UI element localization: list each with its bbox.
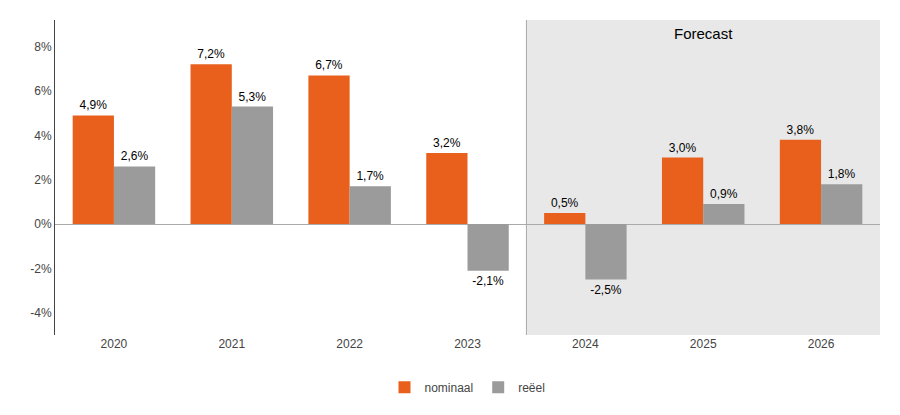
svg-text:1,7%: 1,7% (356, 169, 384, 183)
svg-text:6%: 6% (34, 84, 52, 98)
svg-text:0%: 0% (34, 217, 52, 231)
svg-text:5,3%: 5,3% (239, 90, 267, 104)
svg-text:2026: 2026 (808, 337, 835, 351)
svg-text:4,9%: 4,9% (79, 98, 107, 112)
svg-text:-2%: -2% (30, 262, 52, 276)
svg-text:2024: 2024 (572, 337, 599, 351)
svg-text:2,6%: 2,6% (121, 149, 149, 163)
svg-text:2023: 2023 (454, 337, 481, 351)
svg-text:2021: 2021 (218, 337, 245, 351)
svg-text:reëel: reëel (518, 381, 545, 395)
svg-text:2022: 2022 (336, 337, 363, 351)
svg-text:0,9%: 0,9% (710, 187, 738, 201)
svg-text:0,5%: 0,5% (551, 196, 579, 210)
svg-text:nominaal: nominaal (425, 381, 474, 395)
svg-text:2025: 2025 (690, 337, 717, 351)
svg-text:6,7%: 6,7% (315, 58, 343, 72)
svg-text:-2,5%: -2,5% (590, 283, 622, 297)
svg-text:2020: 2020 (101, 337, 128, 351)
svg-text:-4%: -4% (30, 306, 52, 320)
svg-text:2%: 2% (34, 173, 52, 187)
svg-text:1,8%: 1,8% (828, 167, 856, 181)
svg-text:3,2%: 3,2% (433, 136, 461, 150)
svg-text:Forecast: Forecast (674, 25, 733, 42)
svg-text:7,2%: 7,2% (197, 47, 225, 61)
svg-text:8%: 8% (34, 40, 52, 54)
svg-text:-2,1%: -2,1% (472, 274, 504, 288)
svg-text:3,0%: 3,0% (669, 141, 697, 155)
svg-text:3,8%: 3,8% (787, 123, 815, 137)
svg-text:4%: 4% (34, 129, 52, 143)
